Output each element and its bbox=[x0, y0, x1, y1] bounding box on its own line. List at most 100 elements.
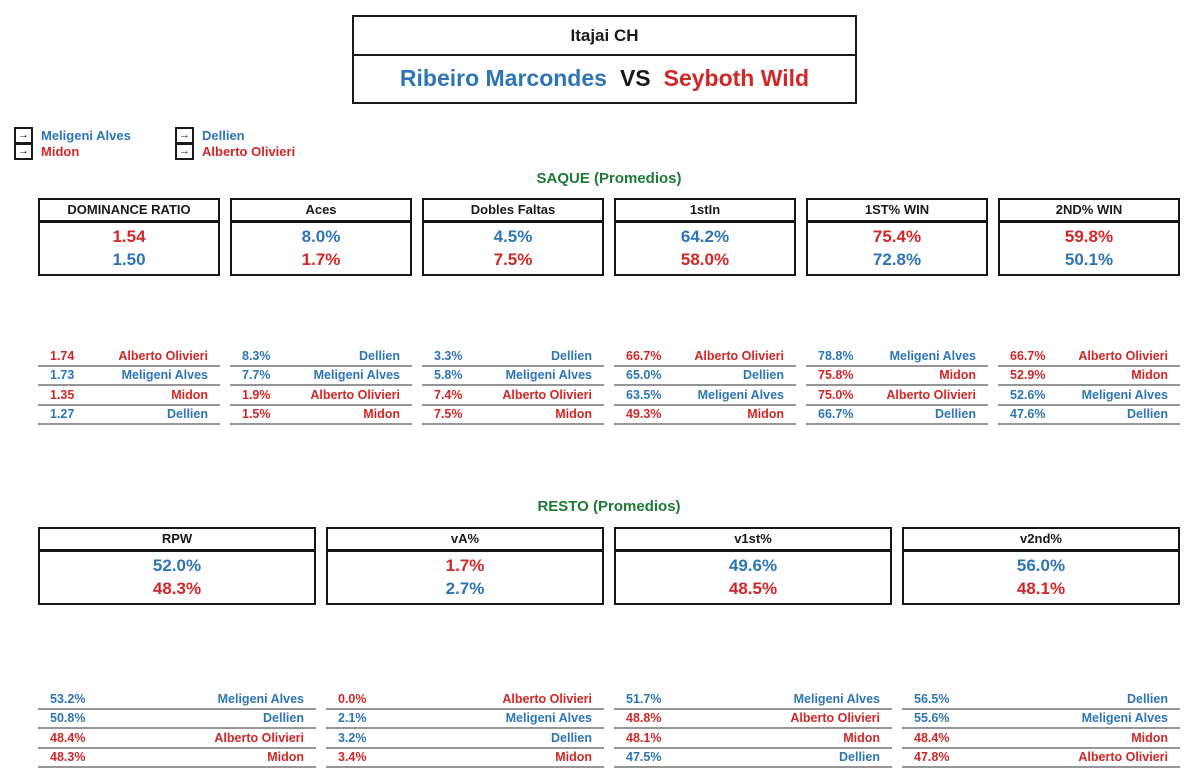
ranking-value: 47.5% bbox=[626, 750, 662, 765]
ranking-name: Alberto Olivieri bbox=[694, 348, 784, 363]
ranking-row: 1.9% Alberto Olivieri bbox=[230, 386, 412, 406]
ranking-name: Dellien bbox=[1127, 691, 1168, 706]
ranking-value: 66.7% bbox=[626, 348, 662, 363]
ranking-name: Meligeni Alves bbox=[697, 387, 784, 402]
stat-box: 2ND% WIN 59.8% 50.1% bbox=[998, 198, 1180, 276]
ranking-row: 1.73 Meligeni Alves bbox=[38, 367, 220, 386]
ranking-row: 50.8% Dellien bbox=[38, 710, 316, 729]
ranking-row: 3.3% Dellien bbox=[422, 347, 604, 367]
ranking-name: Meligeni Alves bbox=[889, 348, 976, 363]
ranking-row: 48.8% Alberto Olivieri bbox=[614, 710, 892, 729]
ranking-value: 53.2% bbox=[50, 691, 86, 706]
ranking-name: Meligeni Alves bbox=[1081, 387, 1168, 402]
ranking-value: 2.1% bbox=[338, 711, 367, 726]
stat-box-values: 8.0% 1.7% bbox=[232, 223, 410, 274]
ranking-row: 1.35 Midon bbox=[38, 386, 220, 406]
stat-box: Aces 8.0% 1.7% bbox=[230, 198, 412, 276]
ranking-name: Dellien bbox=[743, 368, 784, 383]
ranking-value: 1.35 bbox=[50, 387, 75, 402]
ranking-value: 55.6% bbox=[914, 711, 950, 726]
ranking-name: Dellien bbox=[167, 407, 208, 422]
stat-value: 1.50 bbox=[112, 250, 146, 269]
ranking-value: 50.8% bbox=[50, 711, 86, 726]
ranking-name: Meligeni Alves bbox=[505, 368, 592, 383]
stat-box-header: 2ND% WIN bbox=[1000, 200, 1178, 223]
resto-rankings: 53.2% Meligeni Alves 50.8% Dellien 48.4% Albe… bbox=[38, 690, 1180, 768]
stat-box-header: RPW bbox=[40, 529, 314, 552]
ranking-row: 47.5% Dellien bbox=[614, 749, 892, 768]
ranking-name: Alberto Olivieri bbox=[790, 711, 880, 726]
stat-box-values: 4.5% 7.5% bbox=[424, 223, 602, 274]
ranking-row: 56.5% Dellien bbox=[902, 690, 1180, 710]
ranking-name: Alberto Olivieri bbox=[310, 387, 400, 402]
stat-value: 4.5% bbox=[493, 227, 533, 246]
ranking-value: 48.4% bbox=[50, 730, 86, 745]
ranking-value: 65.0% bbox=[626, 368, 662, 383]
ranking-value: 1.73 bbox=[50, 368, 75, 383]
ranking-name: Dellien bbox=[359, 348, 400, 363]
ranking-name: Alberto Olivieri bbox=[502, 691, 592, 706]
ranking-value: 48.4% bbox=[914, 730, 950, 745]
ranking-row: 66.7% Alberto Olivieri bbox=[998, 347, 1180, 367]
ranking-name: Alberto Olivieri bbox=[1078, 348, 1168, 363]
ranking-value: 49.3% bbox=[626, 407, 662, 422]
ranking-value: 1.5% bbox=[242, 407, 271, 422]
ranking-name: Midon bbox=[555, 407, 592, 422]
ranking-row: 47.8% Alberto Olivieri bbox=[902, 749, 1180, 768]
ranking-name: Dellien bbox=[1127, 407, 1168, 422]
ranking-name: Meligeni Alves bbox=[217, 691, 304, 706]
ranking-row: 52.6% Meligeni Alves bbox=[998, 386, 1180, 406]
ranking-name: Alberto Olivieri bbox=[1078, 750, 1168, 765]
legend-label: Meligeni Alves bbox=[41, 128, 131, 143]
stat-box-values: 59.8% 50.1% bbox=[1000, 223, 1178, 274]
ranking-name: Midon bbox=[1131, 368, 1168, 383]
ranking-value: 63.5% bbox=[626, 387, 662, 402]
ranking-column: 53.2% Meligeni Alves 50.8% Dellien 48.4% Albe… bbox=[38, 690, 316, 768]
matchup-row: Ribeiro Marcondes VS Seyboth Wild bbox=[354, 56, 855, 102]
ranking-name: Midon bbox=[843, 730, 880, 745]
ranking-row: 7.5% Midon bbox=[422, 406, 604, 425]
stat-value: 52.0% bbox=[152, 556, 202, 575]
legend-label: Midon bbox=[41, 144, 80, 159]
arrow-icon[interactable]: → bbox=[175, 127, 194, 144]
ranking-row: 1.5% Midon bbox=[230, 406, 412, 425]
ranking-row: 52.9% Midon bbox=[998, 367, 1180, 386]
ranking-row: 48.4% Midon bbox=[902, 729, 1180, 749]
arrow-icon[interactable]: → bbox=[14, 127, 33, 144]
ranking-name: Dellien bbox=[551, 348, 592, 363]
ranking-value: 47.6% bbox=[1010, 407, 1046, 422]
resto-stat-boxes: RPW 52.0% 48.3% vA% 1.7% 2.7% v1st% 49.6% 48.5% v… bbox=[38, 527, 1180, 605]
ranking-value: 48.8% bbox=[626, 711, 662, 726]
stat-value: 58.0% bbox=[680, 250, 730, 269]
ranking-name: Meligeni Alves bbox=[1081, 711, 1168, 726]
tournament-title: Itajai CH bbox=[354, 17, 855, 56]
ranking-column: 8.3% Dellien 7.7% Meligeni Alves 1.9% Alberto… bbox=[230, 347, 412, 425]
stat-box: Dobles Faltas 4.5% 7.5% bbox=[422, 198, 604, 276]
stat-box: v2nd% 56.0% 48.1% bbox=[902, 527, 1180, 605]
ranking-row: 48.4% Alberto Olivieri bbox=[38, 729, 316, 749]
ranking-value: 75.0% bbox=[818, 387, 854, 402]
ranking-name: Midon bbox=[747, 407, 784, 422]
arrow-icon[interactable]: → bbox=[175, 143, 194, 160]
ranking-row: 1.74 Alberto Olivieri bbox=[38, 347, 220, 367]
ranking-name: Midon bbox=[939, 368, 976, 383]
ranking-name: Alberto Olivieri bbox=[118, 348, 208, 363]
legend-label: Dellien bbox=[202, 128, 245, 143]
stat-box-header: v2nd% bbox=[904, 529, 1178, 552]
ranking-row: 66.7% Alberto Olivieri bbox=[614, 347, 796, 367]
ranking-row: 66.7% Dellien bbox=[806, 406, 988, 425]
arrow-icon[interactable]: → bbox=[14, 143, 33, 160]
ranking-value: 1.74 bbox=[50, 348, 75, 363]
ranking-column: 66.7% Alberto Olivieri 65.0% Dellien 63.5% Me… bbox=[614, 347, 796, 425]
saque-stat-boxes: DOMINANCE RATIO 1.54 1.50 Aces 8.0% 1.7% Doble… bbox=[38, 198, 1180, 276]
stat-box: 1stIn 64.2% 58.0% bbox=[614, 198, 796, 276]
stat-value: 64.2% bbox=[680, 227, 730, 246]
stat-box: vA% 1.7% 2.7% bbox=[326, 527, 604, 605]
ranking-column: 1.74 Alberto Olivieri 1.73 Meligeni Alves 1.… bbox=[38, 347, 220, 425]
ranking-value: 78.8% bbox=[818, 348, 854, 363]
stat-box: 1ST% WIN 75.4% 72.8% bbox=[806, 198, 988, 276]
ranking-value: 48.1% bbox=[626, 730, 662, 745]
ranking-name: Alberto Olivieri bbox=[886, 387, 976, 402]
ranking-row: 51.7% Meligeni Alves bbox=[614, 690, 892, 710]
section-heading-saque: SAQUE (Promedios) bbox=[536, 170, 682, 187]
